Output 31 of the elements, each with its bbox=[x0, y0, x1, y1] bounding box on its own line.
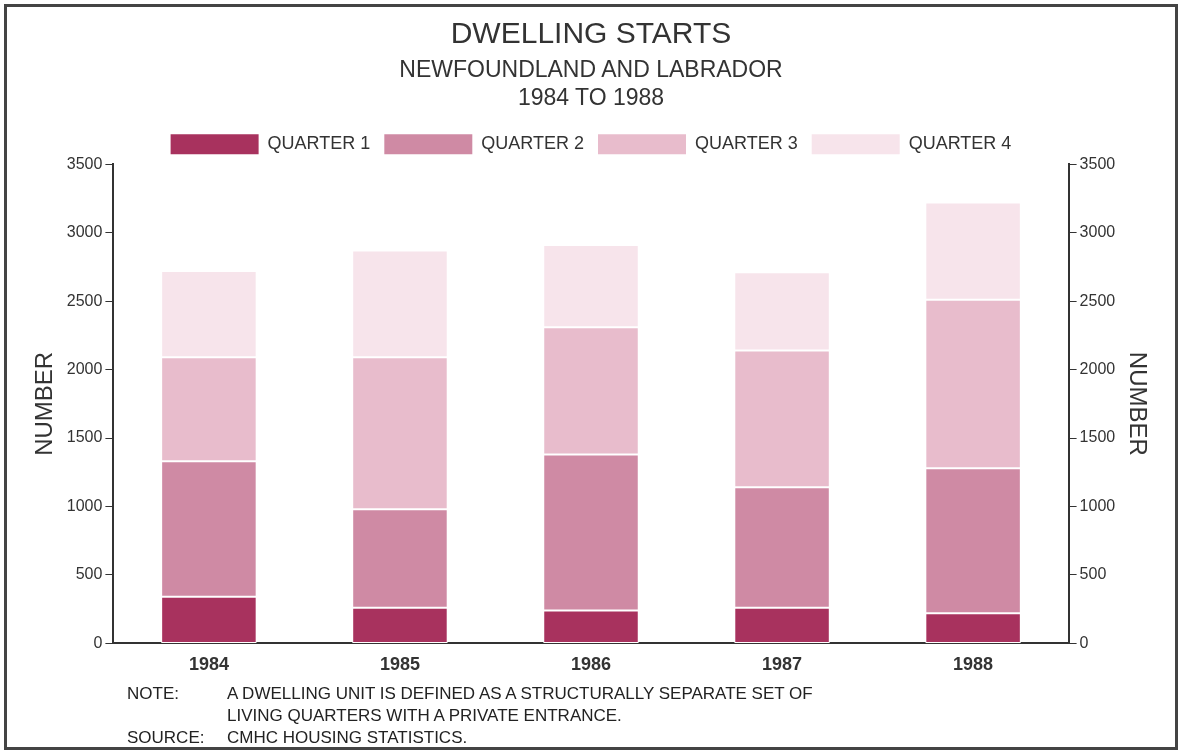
x-tick-label: 1985 bbox=[379, 654, 420, 675]
y-tick-label: 3000 bbox=[66, 223, 103, 241]
y2-tick-label: 500 bbox=[1079, 565, 1107, 583]
y-tick-label: 500 bbox=[75, 565, 103, 583]
x-tick-label: 1986 bbox=[570, 654, 612, 675]
x-tick-label: 1987 bbox=[762, 654, 803, 675]
y-tick-label: 2500 bbox=[66, 291, 103, 309]
legend-label: QUARTER 4 bbox=[908, 133, 1012, 154]
legend-label: QUARTER 3 bbox=[695, 133, 798, 154]
y2-tick-label: 1500 bbox=[1079, 428, 1116, 446]
y2-tick-label: 3500 bbox=[1079, 154, 1116, 172]
y-axis-title: NUMBER bbox=[30, 351, 58, 456]
x-tick-label: 1984 bbox=[188, 654, 229, 675]
y-tick-label: 0 bbox=[93, 633, 103, 651]
y-tick-label: 1500 bbox=[66, 428, 103, 446]
chart-subtitle: NEWFOUNDLAND AND LABRADOR 1984 TO 1988 bbox=[399, 56, 783, 110]
text: SOURCE: CMHC HOUSING STATISTICS. bbox=[127, 728, 468, 747]
x-tick-label: 1988 bbox=[953, 654, 994, 675]
legend-label: QUARTER 1 bbox=[267, 133, 371, 154]
chart-title: DWELLING STARTS bbox=[450, 16, 732, 50]
y2-tick-label: 0 bbox=[1079, 633, 1089, 651]
y2-tick-label: 1000 bbox=[1079, 496, 1116, 514]
text: NOTE: A DWELLING UNIT IS DEFINED AS A STRUCTURALLY SEPARATE SET OF LIVING QUARTERS WITH A PRIVATE ENTRANCE. bbox=[127, 684, 813, 725]
y2-axis-title: NUMBER bbox=[1124, 351, 1152, 456]
y2-tick-label: 3000 bbox=[1079, 223, 1116, 241]
y-tick-label: 2000 bbox=[66, 359, 103, 377]
y-tick-label: 1000 bbox=[66, 496, 103, 514]
legend-label: QUARTER 2 bbox=[481, 133, 585, 154]
y2-tick-label: 2000 bbox=[1079, 359, 1116, 377]
y-tick-label: 3500 bbox=[66, 154, 103, 172]
y2-tick-label: 2500 bbox=[1079, 291, 1116, 309]
